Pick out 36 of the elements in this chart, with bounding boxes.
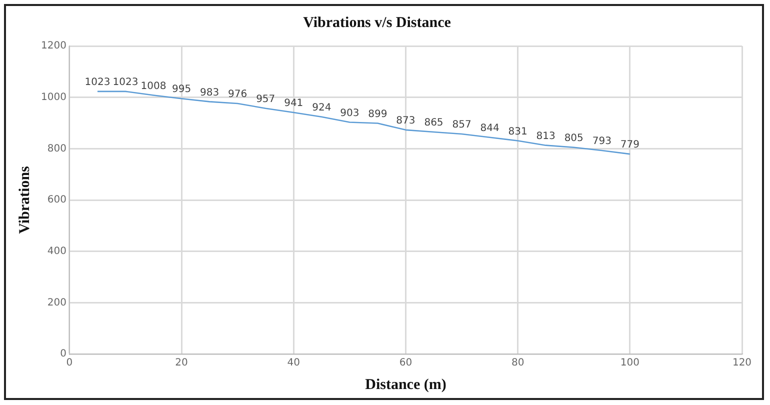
data-label: 805	[564, 132, 584, 144]
data-label: 793	[592, 136, 612, 148]
data-label: 831	[508, 126, 528, 138]
y-tick-label: 400	[47, 246, 66, 257]
x-tick-label: 120	[732, 358, 752, 369]
y-tick-label: 200	[47, 297, 66, 308]
data-label: 941	[284, 98, 304, 110]
data-label: 957	[256, 94, 276, 105]
data-label: 983	[200, 87, 220, 98]
x-tick-label: 100	[620, 358, 640, 369]
data-label: 873	[396, 116, 416, 127]
data-label: 813	[536, 130, 556, 142]
y-tick-label: 600	[47, 194, 66, 206]
data-label: 903	[340, 108, 360, 119]
chart-title: Vibrations v/s Distance	[303, 14, 452, 31]
x-axis-title: Distance (m)	[365, 376, 446, 393]
data-label: 1008	[140, 80, 166, 92]
y-tick-label: 1000	[40, 92, 66, 103]
data-label: 1023	[84, 77, 110, 88]
data-label: 899	[368, 108, 388, 120]
y-axis-title: Vibrations	[16, 166, 33, 234]
y-tick-label: 1200	[40, 40, 66, 52]
x-tick-label: 60	[399, 358, 412, 369]
data-label: 995	[172, 84, 192, 96]
x-tick-label: 80	[511, 358, 524, 369]
x-tick-label: 40	[287, 358, 300, 369]
data-label: 976	[228, 89, 248, 100]
data-label: 857	[452, 120, 472, 131]
data-label: 844	[480, 122, 500, 134]
data-label: 1023	[112, 77, 138, 88]
y-tick-label: 800	[47, 143, 66, 154]
data-label: 865	[424, 118, 444, 129]
data-label: 779	[620, 140, 640, 151]
y-tick-label: 0	[60, 348, 66, 360]
x-tick-label: 20	[175, 358, 188, 369]
data-label: 924	[312, 102, 332, 114]
